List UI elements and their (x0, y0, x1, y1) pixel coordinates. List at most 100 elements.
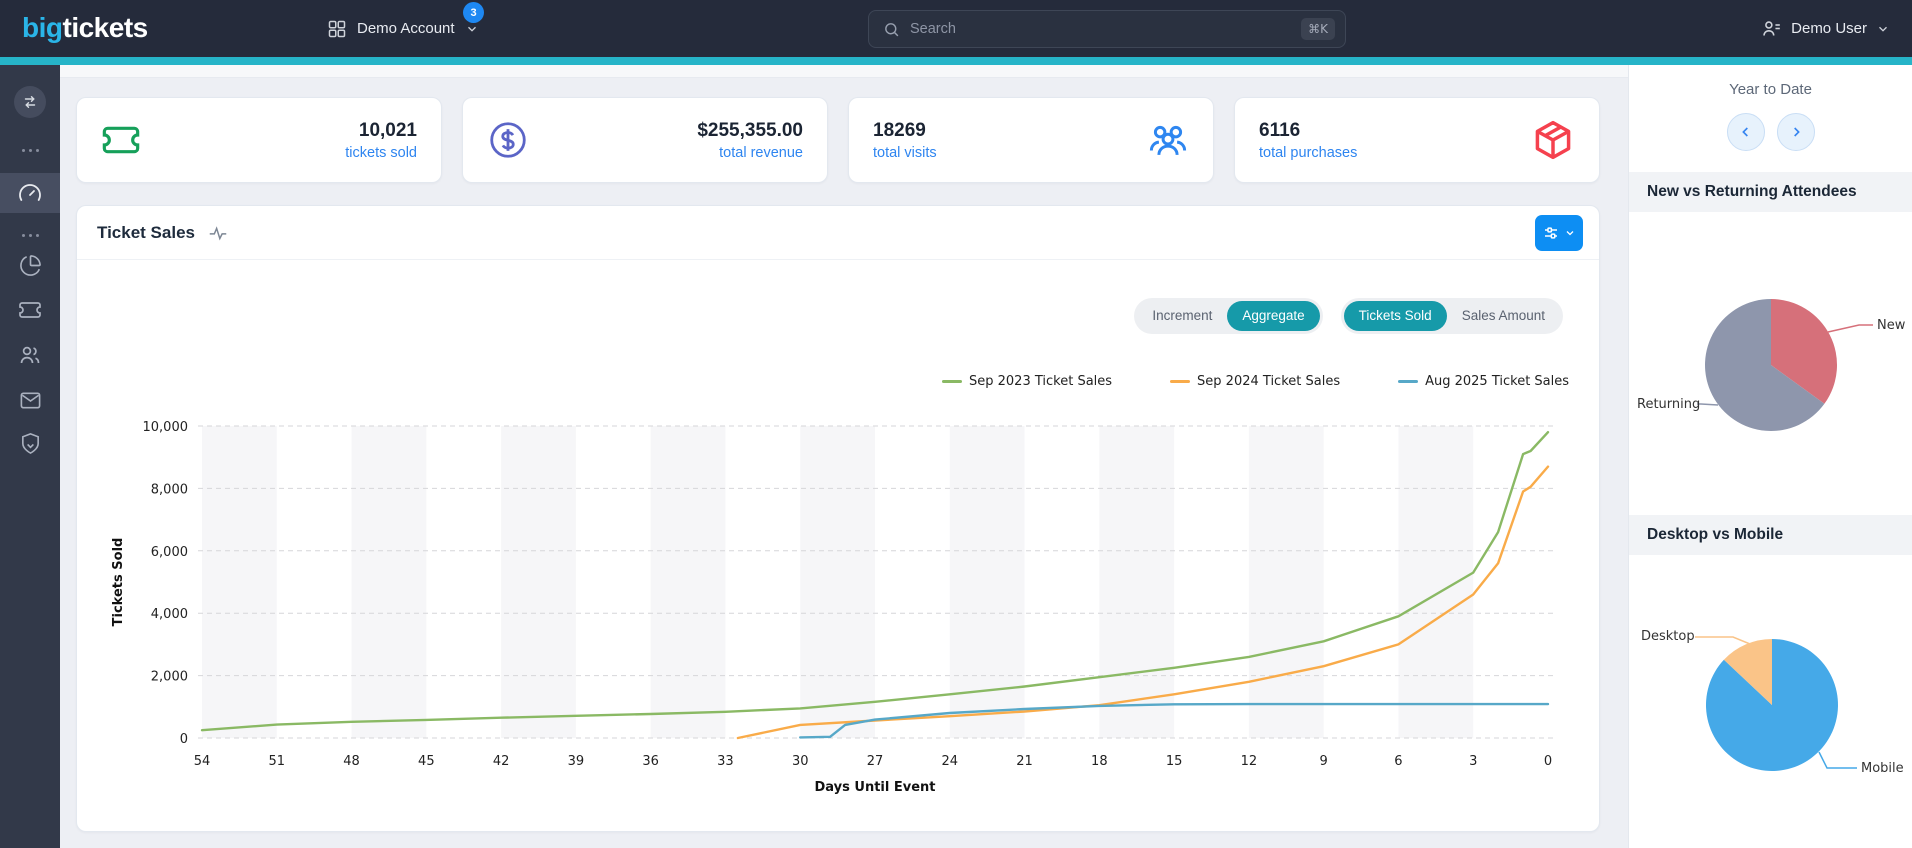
stat-link-total-visits[interactable]: total visits (873, 144, 937, 161)
search-input[interactable] (910, 21, 1302, 37)
period-nav (1629, 113, 1912, 151)
previous-period-button[interactable] (1726, 113, 1765, 151)
ellipsis-icon (21, 233, 39, 237)
next-period-button[interactable] (1776, 113, 1815, 151)
pie-label-returning: Returning (1637, 397, 1701, 412)
toggle-tickets-sold[interactable]: Tickets Sold (1343, 301, 1447, 331)
metric-toggle: Tickets Sold Sales Amount (1340, 298, 1563, 334)
user-menu[interactable]: Demo User (1761, 0, 1890, 57)
accent-bar (0, 57, 1912, 65)
search-shortcut: ⌘K (1301, 18, 1335, 40)
toggle-sales-amount[interactable]: Sales Amount (1461, 308, 1545, 323)
svg-text:42: 42 (493, 754, 510, 769)
pie-svg (1695, 636, 1857, 771)
stat-cards-row: 10,021 tickets sold $255,355.00 total reve… (76, 97, 1600, 183)
dashboard-gauge-icon (19, 184, 41, 201)
section-header-devices: Desktop vs Mobile (1629, 515, 1912, 555)
panel-title: Ticket Sales (97, 222, 195, 242)
svg-text:Days Until Event: Days Until Event (814, 780, 935, 795)
user-label: Demo User (1791, 20, 1867, 37)
svg-text:48: 48 (343, 754, 360, 769)
chevron-down-icon (467, 26, 476, 32)
stat-link-tickets-sold[interactable]: tickets sold (345, 144, 417, 161)
stat-card-total-revenue: $255,355.00 total revenue (462, 97, 828, 183)
sidebar-more-bottom[interactable] (0, 215, 60, 255)
pie-leader-lines (1695, 636, 1857, 769)
chevron-right-icon (1793, 127, 1800, 137)
svg-text:36: 36 (642, 754, 659, 769)
sidebar-item-dashboard[interactable] (0, 173, 60, 213)
legend-swatch (942, 380, 962, 383)
pie-label-new: New (1877, 318, 1906, 333)
svg-text:51: 51 (269, 754, 286, 769)
legend-item-aug-2025[interactable]: Aug 2025 Ticket Sales (1398, 374, 1569, 389)
stat-value: 18269 (873, 119, 926, 141)
search-bar[interactable]: ⌘K (868, 10, 1346, 48)
sidebar-item-security[interactable] (0, 423, 60, 463)
svg-text:2,000: 2,000 (151, 670, 188, 685)
svg-text:24: 24 (942, 754, 959, 769)
svg-text:10,000: 10,000 (143, 420, 189, 435)
svg-text:0: 0 (180, 732, 188, 747)
stat-value: $255,355.00 (697, 119, 803, 141)
sidebar-collapse-button[interactable] (14, 86, 46, 118)
activity-pulse-icon (209, 225, 227, 240)
svg-text:4,000: 4,000 (151, 607, 188, 622)
svg-text:12: 12 (1241, 754, 1258, 769)
ticket-icon (19, 302, 41, 318)
legend-item-sep-2023[interactable]: Sep 2023 Ticket Sales (942, 374, 1112, 389)
sidebar-item-attendees[interactable] (0, 335, 60, 375)
svg-text:33: 33 (717, 754, 734, 769)
sidebar-item-tickets[interactable] (0, 290, 60, 330)
bigtickets-logo[interactable]: bigtickets (22, 12, 148, 43)
users-icon (20, 346, 40, 364)
top-navbar: bigtickets Demo Account 3 ⌘K Demo User (0, 0, 1912, 57)
increment-aggregate-toggle: Increment Aggregate (1134, 298, 1323, 334)
search-icon (885, 22, 899, 36)
sidebar-item-reports[interactable] (0, 245, 60, 285)
stat-card-tickets-sold: 10,021 tickets sold (76, 97, 442, 183)
svg-text:Tickets Sold: Tickets Sold (111, 538, 126, 627)
main-content: 10,021 tickets sold $255,355.00 total reve… (60, 65, 1628, 848)
stat-card-total-purchases: 6116 total purchases (1234, 97, 1600, 183)
svg-text:27: 27 (867, 754, 884, 769)
mail-icon (20, 391, 40, 409)
svg-text:6: 6 (1394, 754, 1402, 769)
stat-value: 10,021 (358, 119, 417, 141)
legend-item-sep-2024[interactable]: Sep 2024 Ticket Sales (1170, 374, 1340, 389)
users-group-icon (1149, 125, 1187, 156)
content-top-strip (60, 65, 1628, 78)
toggle-aggregate[interactable]: Aggregate (1227, 301, 1320, 331)
period-label: Year to Date (1729, 81, 1812, 98)
shield-icon (21, 432, 39, 454)
sidebar-item-messages[interactable] (0, 380, 60, 420)
right-panel: Year to Date New vs Returning Attendees … (1628, 65, 1912, 848)
chart-settings-button[interactable] (1535, 214, 1583, 251)
svg-text:54: 54 (194, 754, 211, 769)
stat-link-total-revenue[interactable]: total revenue (719, 144, 803, 161)
pie-chart-icon (19, 254, 41, 276)
panel-header: Ticket Sales (77, 206, 1599, 260)
stat-value: 6116 (1259, 119, 1301, 141)
attendees-pie-chart: New Returning (1629, 212, 1912, 517)
chevron-down-icon (1879, 26, 1887, 32)
pie-svg (1697, 299, 1873, 431)
svg-text:18: 18 (1091, 754, 1108, 769)
devices-pie-chart: Desktop Mobile (1629, 555, 1912, 848)
notification-badge: 3 (463, 2, 484, 23)
svg-text:3: 3 (1469, 754, 1477, 769)
stat-link-total-purchases[interactable]: total purchases (1259, 144, 1358, 161)
svg-text:15: 15 (1166, 754, 1183, 769)
account-label: Demo Account (357, 20, 455, 37)
sidebar-more-top[interactable] (0, 130, 60, 170)
account-switcher[interactable]: Demo Account (327, 0, 479, 57)
ellipsis-icon (21, 148, 39, 152)
sliders-icon (1545, 226, 1557, 239)
toggle-increment[interactable]: Increment (1152, 308, 1213, 323)
svg-text:6,000: 6,000 (151, 545, 188, 560)
chart-toggles: Increment Aggregate Tickets Sold Sales A… (1134, 298, 1563, 334)
svg-text:0: 0 (1544, 754, 1552, 769)
svg-text:21: 21 (1016, 754, 1033, 769)
svg-text:30: 30 (792, 754, 809, 769)
chevron-left-icon (1741, 127, 1748, 137)
